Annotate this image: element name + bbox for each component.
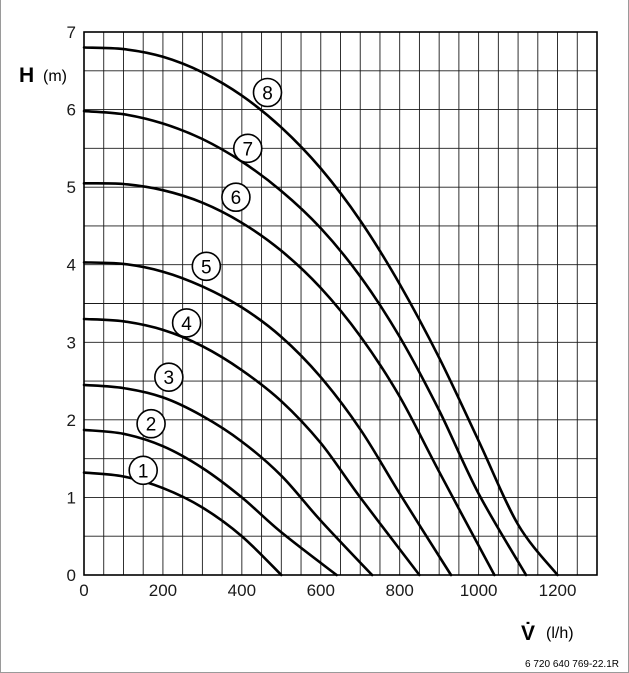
grid: [83, 31, 598, 576]
x-tick-label: 0: [79, 581, 88, 600]
curve-1: [82, 471, 283, 577]
x-tick-labels: 0 200 400 600 800 1000 1200: [79, 581, 576, 600]
curve-label-circle-7: [232, 133, 263, 164]
curve-label-circle-6: [221, 182, 251, 213]
y-tick-label: 5: [67, 178, 76, 197]
y-tick-label: 6: [67, 101, 76, 120]
curve-label-7: 7: [242, 139, 253, 160]
curve-6: [82, 181, 496, 577]
curve-5: [82, 261, 453, 577]
curve-labels: 1 2 3 4 5 6 7 8: [128, 77, 283, 486]
curve-label-1: 1: [138, 461, 149, 482]
curve-label-circle-4: [171, 308, 202, 338]
curve-label-circle-2: [136, 408, 166, 439]
curve-7: [82, 109, 528, 577]
curve-label-6: 6: [231, 188, 242, 209]
y-tick-label: 2: [67, 411, 76, 430]
x-tick-label: 200: [149, 581, 177, 600]
y-tick-label: 4: [67, 256, 76, 275]
y-axis-unit: (m): [43, 68, 67, 85]
figure-code: 6 720 640 769-22.1R: [525, 659, 619, 670]
y-axis-symbol: H: [19, 64, 34, 87]
y-tick-label: 1: [67, 488, 76, 507]
curve-label-4: 4: [181, 314, 192, 335]
x-tick-label: 600: [307, 581, 335, 600]
y-tick-label: 3: [67, 333, 76, 352]
curve-3: [82, 383, 374, 577]
curve-8: [82, 46, 559, 577]
y-tick-label: 7: [67, 23, 76, 42]
curve-4: [82, 317, 421, 577]
curves: [82, 46, 559, 577]
curve-label-2: 2: [146, 415, 157, 436]
x-tick-label: 1200: [539, 581, 577, 600]
curve-label-circle-8: [252, 77, 283, 108]
curve-label-5: 5: [201, 257, 212, 278]
y-tick-label: 0: [67, 566, 76, 585]
x-axis-symbol: V̇: [521, 621, 535, 645]
curve-label-circle-3: [154, 362, 184, 392]
x-tick-label: 400: [228, 581, 256, 600]
x-tick-label: 1000: [460, 581, 498, 600]
x-tick-label: 800: [386, 581, 414, 600]
curve-label-circle-5: [191, 251, 222, 282]
curve-2: [82, 428, 338, 577]
curve-label-circle-1: [128, 455, 158, 486]
curve-label-3: 3: [164, 368, 175, 389]
y-tick-labels: 0 1 2 3 4 5 6 7: [67, 23, 76, 585]
plot-frame: [83, 31, 598, 576]
x-axis-unit: (l/h): [546, 625, 574, 642]
curve-label-8: 8: [262, 84, 273, 105]
